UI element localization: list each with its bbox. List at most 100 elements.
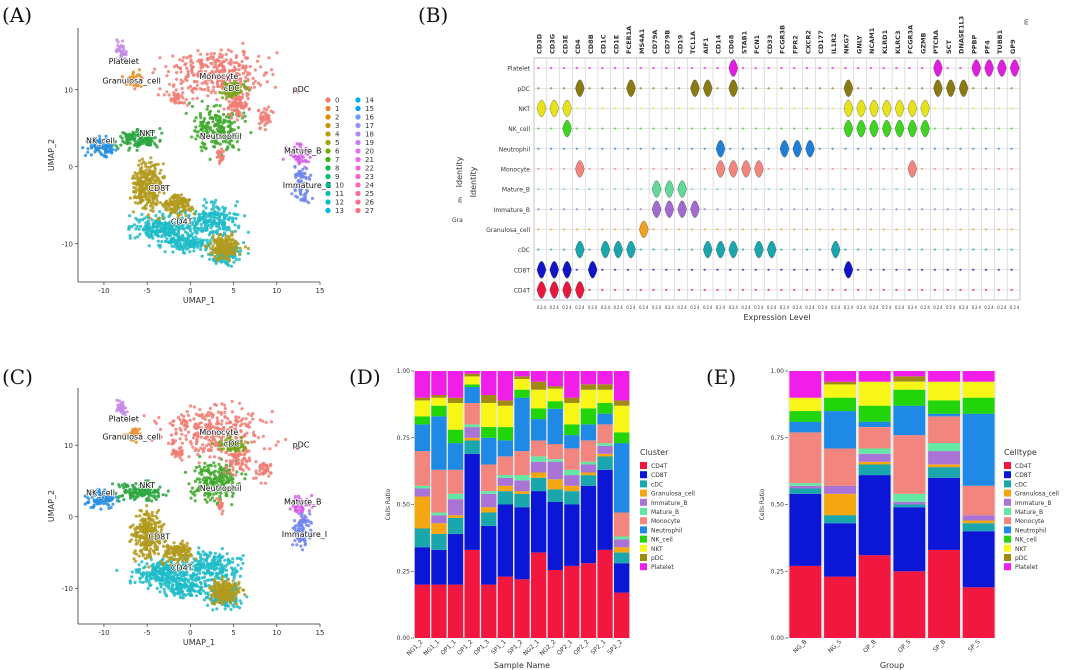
- umap-point: [143, 204, 147, 208]
- umap-point: [222, 240, 226, 244]
- violin-immature_b-cd33: [767, 208, 770, 211]
- umap-point: [95, 499, 99, 503]
- umap-point: [192, 79, 197, 84]
- violin-granulosa_cell-cd68: [728, 228, 732, 231]
- violin-cd4t-cd3g: [549, 281, 559, 299]
- violin-nk_cell-tubb1: [997, 127, 1001, 130]
- umap-point: [172, 579, 176, 583]
- panel-label-b: (B): [418, 3, 448, 27]
- umap-point: [229, 264, 234, 268]
- violin-immature_b-fcn1: [754, 208, 758, 211]
- umap-point: [246, 251, 250, 255]
- umap-point: [150, 218, 154, 222]
- umap-point: [238, 586, 242, 590]
- umap-point: [124, 488, 128, 492]
- umap-point: [114, 148, 118, 152]
- violin-immature_b-gp9: [1010, 208, 1013, 211]
- gene-label: GP9: [1009, 39, 1017, 54]
- umap-point: [137, 539, 141, 543]
- violin-neutrophil-fcn1: [754, 147, 758, 150]
- violin-cd4t-fcgr3a: [907, 288, 911, 292]
- umap-point: [136, 172, 140, 176]
- umap-point: [201, 576, 205, 580]
- legend-label: 17: [365, 122, 374, 130]
- umap-point: [237, 148, 241, 152]
- umap-point: [236, 582, 240, 586]
- umap-point: [257, 54, 261, 58]
- identity-label: Immature_B: [494, 207, 530, 214]
- violin-neutrophil-ptcra: [933, 147, 937, 150]
- violin-granulosa_cell-fcgr3a: [907, 228, 911, 231]
- umap-point: [224, 52, 228, 57]
- umap-point: [204, 147, 208, 151]
- umap-point: [220, 96, 225, 100]
- umap-point: [249, 131, 253, 135]
- umap-point: [224, 115, 229, 119]
- violin-platelet-cd1e: [613, 66, 617, 70]
- umap-point: [217, 155, 221, 159]
- violin-platelet-aif1: [703, 66, 707, 70]
- umap-point: [140, 528, 145, 532]
- umap-point: [167, 586, 171, 590]
- violin-tick: 4: [953, 305, 956, 310]
- violin-platelet-gp9: [1010, 59, 1020, 77]
- legend-label: 14: [365, 97, 374, 105]
- umap-point: [223, 558, 227, 562]
- umap-point: [230, 116, 234, 120]
- truncated-label: m: [457, 197, 464, 203]
- umap-point: [200, 229, 205, 233]
- umap-point: [198, 52, 203, 56]
- umap-point: [164, 185, 168, 189]
- violin-tick: 4: [863, 305, 866, 310]
- violin-mature_b-ppbp: [971, 187, 975, 191]
- umap-point: [149, 156, 153, 160]
- umap-point: [298, 171, 302, 175]
- umap-point: [190, 221, 195, 225]
- umap-point: [165, 90, 169, 94]
- umap-point: [226, 242, 230, 247]
- umap-point: [156, 162, 160, 166]
- cluster-label: cDC: [224, 84, 241, 93]
- violin-nk_cell-gnly: [856, 119, 866, 138]
- umap-point: [194, 564, 198, 568]
- umap-point: [212, 222, 216, 226]
- violin-tick: 4: [697, 305, 700, 310]
- umap-point: [228, 216, 232, 220]
- umap-point: [158, 210, 162, 214]
- umap-point: [201, 557, 205, 561]
- umap-point: [182, 208, 186, 212]
- violin-mature_b-ncam1: [869, 187, 873, 191]
- violin-mature_b-il1r2: [831, 187, 834, 191]
- violin-nk_cell-cd14: [716, 127, 719, 130]
- legend-swatch: [355, 97, 361, 103]
- violin-cd8t-ncam1: [869, 268, 873, 271]
- umap-point: [191, 207, 195, 211]
- umap-point: [233, 252, 237, 257]
- umap-point: [242, 53, 246, 57]
- umap-point: [236, 563, 240, 567]
- violin-pdc-klrd1: [882, 87, 886, 90]
- identity-label: Platelet: [507, 66, 530, 73]
- violin-granulosa_cell-cd33: [767, 228, 770, 231]
- umap-point: [230, 233, 234, 237]
- umap-point: [243, 245, 248, 249]
- umap-point: [241, 92, 245, 96]
- umap-point: [225, 213, 229, 217]
- violin-platelet-gnly: [856, 66, 860, 70]
- umap-point: [232, 65, 237, 69]
- violin-nk_cell-fcgr3b: [780, 127, 783, 130]
- umap-point: [217, 256, 222, 260]
- violin-neutrophil-fcgr3a: [907, 147, 911, 150]
- umap-point: [210, 200, 214, 204]
- umap-point: [171, 196, 175, 200]
- umap-point: [221, 589, 225, 594]
- gene-label: CD8B: [587, 34, 595, 54]
- umap-point: [202, 561, 206, 565]
- violin-nkt-nkg7: [843, 99, 854, 118]
- umap-point: [137, 220, 141, 224]
- umap-point: [133, 171, 137, 175]
- umap-point: [110, 482, 115, 486]
- violin-pdc-cd68: [728, 79, 738, 97]
- y-tick-label: -10: [62, 241, 73, 249]
- umap-point: [153, 182, 157, 187]
